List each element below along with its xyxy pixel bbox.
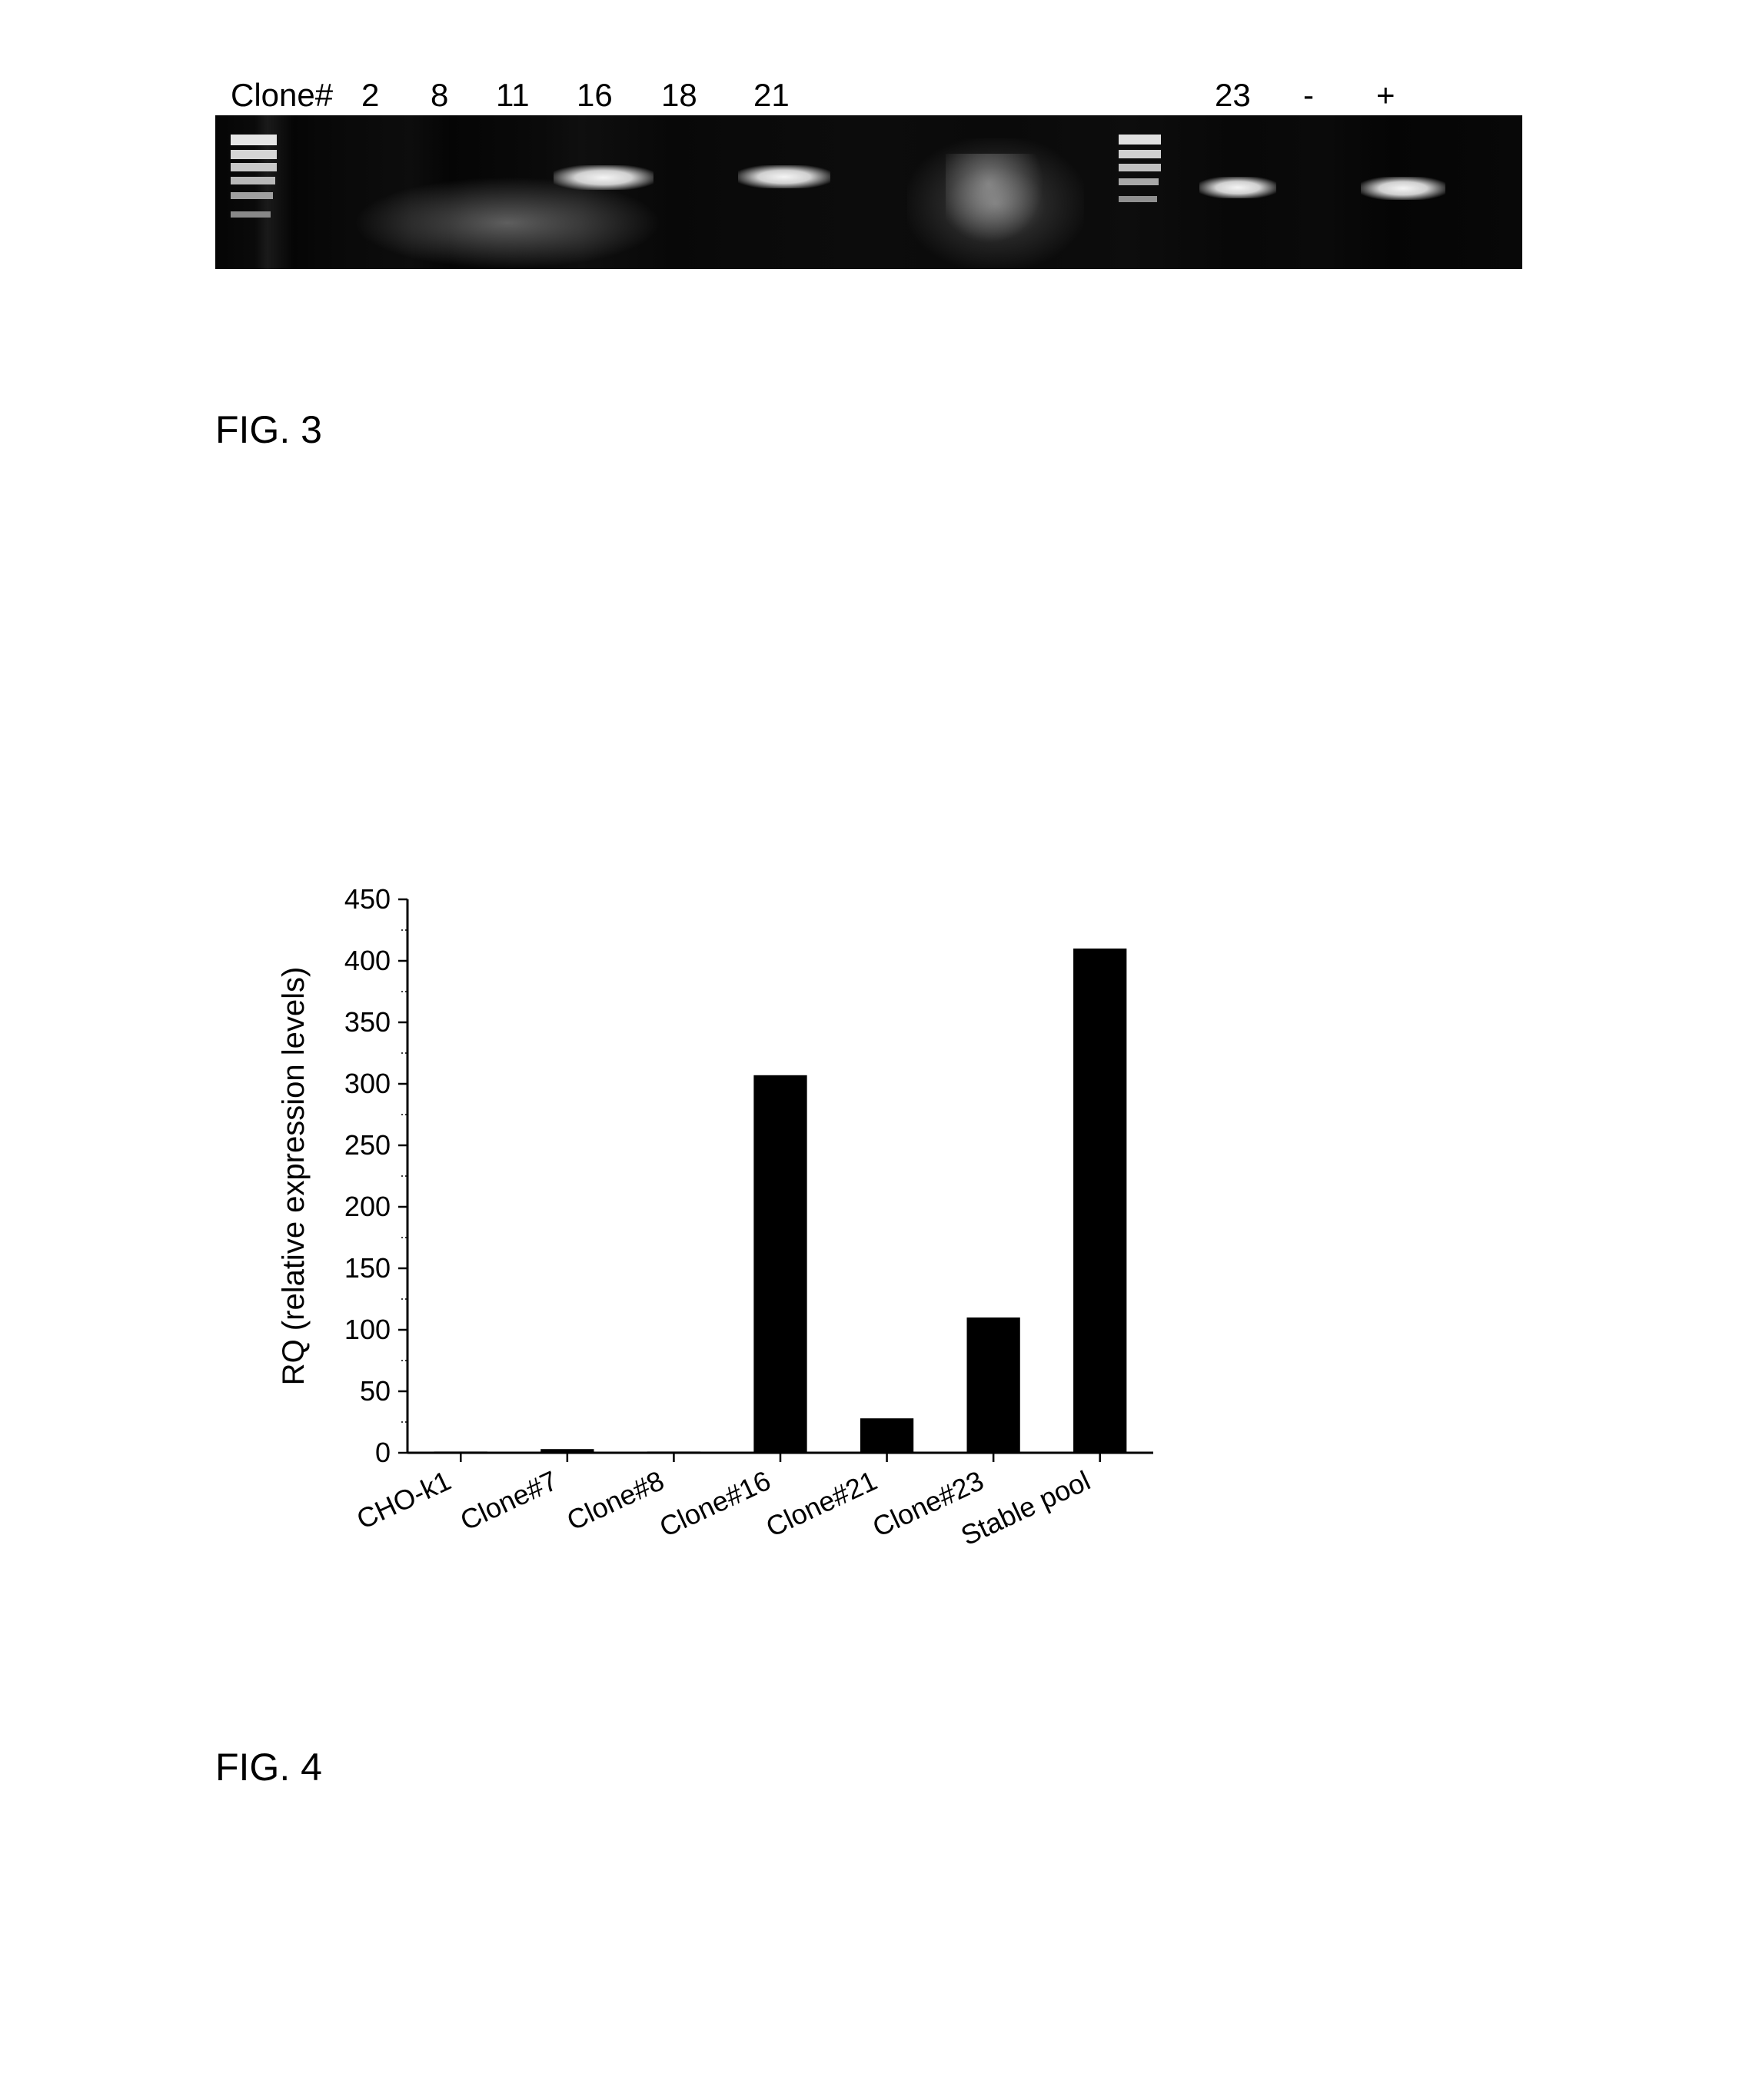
fig4-label: FIG. 4 xyxy=(215,1745,322,1789)
lane-label-18: 18 xyxy=(661,77,697,114)
lane-label-8: 8 xyxy=(431,77,448,114)
svg-text:150: 150 xyxy=(344,1252,391,1284)
svg-text:Clone#21: Clone#21 xyxy=(761,1464,882,1543)
svg-text:Clone#16: Clone#16 xyxy=(654,1464,775,1543)
svg-text:400: 400 xyxy=(344,945,391,976)
gel-section: Clone# 2 8 11 16 18 21 23 - + xyxy=(215,77,1522,269)
svg-text:Clone#7: Clone#7 xyxy=(455,1464,562,1537)
bar-chart: 0 50 100 150 200 250 300 350 400 450 RQ (relative … xyxy=(269,876,1230,1645)
lane-label-16: 16 xyxy=(577,77,613,114)
svg-text:CHO-k1: CHO-k1 xyxy=(352,1464,456,1535)
svg-text:450: 450 xyxy=(344,883,391,915)
chart-svg: 0 50 100 150 200 250 300 350 400 450 RQ (relative … xyxy=(269,876,1230,1645)
svg-text:300: 300 xyxy=(344,1068,391,1099)
clone-prefix-label: Clone# xyxy=(231,77,333,114)
gel-image xyxy=(215,115,1522,269)
svg-text:100: 100 xyxy=(344,1314,391,1345)
svg-text:350: 350 xyxy=(344,1006,391,1038)
svg-text:0: 0 xyxy=(375,1437,391,1468)
lane-label-neg: - xyxy=(1303,77,1314,114)
lane-label-21: 21 xyxy=(753,77,790,114)
lane-label-pos: + xyxy=(1376,77,1395,114)
svg-text:RQ (relative expression levels: RQ (relative expression levels) xyxy=(277,967,311,1386)
svg-text:200: 200 xyxy=(344,1191,391,1222)
lane-label-23: 23 xyxy=(1215,77,1251,114)
lane-label-11: 11 xyxy=(496,77,530,114)
svg-text:250: 250 xyxy=(344,1129,391,1161)
svg-text:50: 50 xyxy=(360,1375,391,1407)
svg-text:Clone#8: Clone#8 xyxy=(562,1464,669,1537)
lane-label-2: 2 xyxy=(361,77,379,114)
fig3-label: FIG. 3 xyxy=(215,407,322,452)
